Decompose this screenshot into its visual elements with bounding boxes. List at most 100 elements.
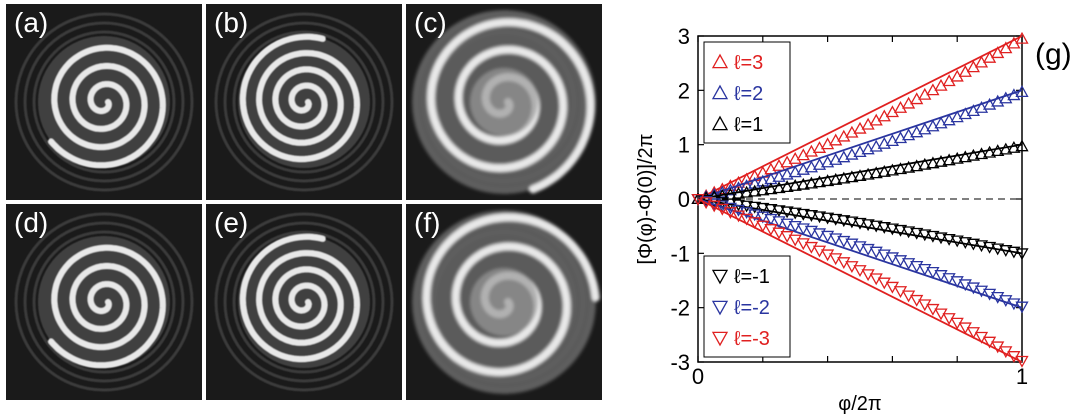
data-marker	[764, 204, 778, 216]
spiral-image-e	[214, 212, 394, 392]
data-marker	[788, 207, 802, 220]
data-marker	[1007, 246, 1021, 259]
data-marker	[820, 212, 835, 225]
data-marker	[1015, 85, 1029, 98]
data-marker	[910, 125, 924, 138]
data-marker	[950, 110, 964, 123]
data-marker	[845, 216, 859, 229]
data-marker	[723, 207, 738, 220]
data-marker	[877, 136, 891, 149]
data-marker	[820, 174, 835, 187]
data-marker	[837, 171, 851, 184]
legend-marker	[711, 331, 729, 347]
y-tick-label: 0	[678, 187, 690, 212]
data-marker	[901, 160, 916, 173]
data-marker	[966, 104, 981, 117]
legend-marker	[711, 269, 729, 285]
data-marker	[739, 207, 754, 220]
data-marker	[974, 147, 989, 160]
data-marker	[982, 97, 997, 110]
data-marker	[812, 211, 827, 224]
data-marker	[926, 156, 940, 169]
data-marker	[893, 255, 908, 268]
data-marker	[950, 235, 964, 248]
data-marker	[958, 237, 972, 249]
spiral-fringes	[214, 212, 394, 392]
data-marker	[885, 134, 900, 147]
panel-label-d: (d)	[14, 207, 49, 238]
data-marker	[958, 107, 972, 120]
panel-b: (b)	[206, 4, 402, 200]
data-marker	[812, 158, 827, 170]
data-marker	[772, 205, 786, 218]
data-marker	[845, 238, 859, 251]
data-marker	[942, 113, 956, 126]
y-tick-label: -1	[670, 241, 690, 266]
data-marker	[772, 170, 786, 182]
data-marker	[853, 169, 867, 181]
data-marker	[982, 288, 997, 301]
data-marker	[910, 159, 924, 172]
data-marker	[991, 291, 1005, 304]
panel-label-g: (g)	[1035, 38, 1072, 71]
data-marker	[885, 223, 900, 236]
data-marker	[756, 183, 770, 196]
data-marker	[837, 235, 851, 248]
data-marker	[982, 145, 997, 158]
legend-marker	[711, 84, 729, 100]
data-marker	[910, 261, 924, 273]
data-marker	[739, 185, 754, 198]
data-marker	[869, 220, 883, 233]
spiral-fringes	[14, 12, 194, 192]
data-marker	[918, 263, 932, 276]
data-marker	[837, 150, 851, 163]
data-marker	[958, 150, 972, 163]
data-marker	[901, 226, 916, 239]
panel-d: (d)	[6, 204, 202, 400]
data-marker	[1015, 139, 1029, 152]
y-axis-label: [Φ(φ)-Φ(0)]/2π	[635, 134, 657, 265]
data-marker	[699, 197, 713, 210]
panel-label-a: (a)	[14, 7, 49, 38]
data-marker	[877, 222, 891, 234]
data-marker	[877, 165, 891, 177]
data-marker	[804, 176, 819, 189]
data-marker	[788, 220, 802, 233]
data-marker	[853, 145, 867, 158]
data-marker	[918, 229, 932, 242]
data-marker	[764, 213, 778, 226]
data-marker	[829, 233, 843, 246]
spiral-image-f	[412, 210, 600, 394]
data-marker	[966, 238, 981, 251]
data-marker	[691, 193, 705, 206]
data-marker	[877, 249, 891, 262]
data-marker	[893, 131, 908, 144]
data-marker	[926, 119, 940, 132]
spiral-fringes	[412, 210, 600, 394]
data-marker	[812, 175, 827, 188]
legend-marker	[711, 300, 729, 316]
data-marker	[796, 208, 810, 221]
data-marker	[853, 241, 867, 254]
data-marker	[804, 225, 819, 238]
data-marker	[966, 282, 981, 295]
y-tick-label: 1	[678, 133, 690, 158]
y-tick-label: 3	[678, 24, 690, 49]
data-marker	[942, 153, 956, 166]
data-marker	[829, 172, 843, 185]
data-marker	[820, 230, 835, 243]
data-marker	[804, 210, 819, 222]
data-marker	[772, 216, 786, 229]
data-marker	[991, 94, 1005, 107]
panel-f: (f)	[406, 204, 602, 400]
data-marker	[999, 142, 1013, 155]
data-marker	[820, 155, 835, 168]
data-marker	[926, 230, 940, 243]
y-tick-label: -2	[670, 296, 690, 321]
data-marker	[780, 167, 794, 180]
data-marker	[861, 142, 875, 155]
legend-entry: ℓ=-3	[734, 328, 770, 350]
legend-box	[703, 255, 791, 358]
spiral-image-c	[412, 10, 596, 194]
legend-entry: ℓ=-1	[734, 266, 770, 288]
